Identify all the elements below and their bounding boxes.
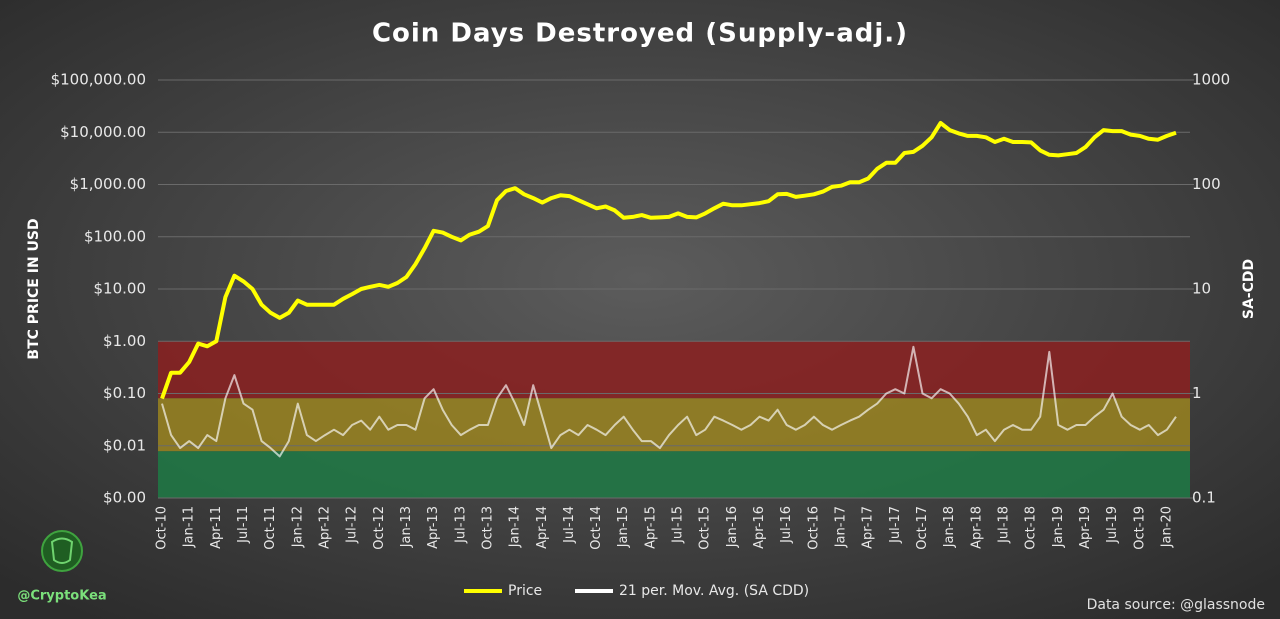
y-tick-label: $1.00 [103,332,146,350]
x-tick-label: Oct-17 [915,506,930,550]
logo [41,530,83,572]
y2-tick-label: 0.1 [1192,489,1216,507]
y2-axis-label: SA-CDD [1241,259,1257,319]
x-tick-label: Jan-19 [1051,506,1066,548]
x-tick-label: Oct-16 [806,506,821,550]
threshold-band [158,451,1190,498]
x-tick-label: Oct-14 [589,506,604,550]
y-tick-label: $0.10 [103,384,146,402]
x-tick-label: Jul-18 [996,506,1011,544]
x-tick-label: Jan-18 [942,506,957,548]
x-tick-label: Jan-12 [290,506,305,548]
x-tick-label: Apr-16 [752,506,767,549]
x-tick-label: Apr-11 [209,506,224,549]
y-tick-label: $100,000.00 [51,71,146,89]
legend: Price 21 per. Mov. Avg. (SA CDD) [464,583,809,599]
x-tick-label: Jan-17 [834,506,849,548]
logo-bird [50,537,74,564]
x-tick-label: Oct-11 [263,506,278,550]
logo-circle [41,530,83,572]
x-tick-label: Oct-10 [155,506,170,550]
x-tick-label: Jul-12 [345,506,360,544]
x-tick-label: Apr-14 [535,506,550,549]
x-tick-label: Oct-12 [372,506,387,550]
y2-tick-label: 100 [1192,175,1221,193]
x-tick-label: Jul-17 [888,506,903,544]
source-note: Data source: @glassnode [1087,597,1265,613]
x-tick-label: Jan-11 [182,506,197,548]
x-tick-label: Jul-11 [236,506,251,544]
x-tick-label: Jul-19 [1105,506,1120,544]
x-tick-label: Jan-13 [399,506,414,548]
y-tick-label: $10.00 [94,280,147,298]
x-tick-label: Oct-13 [480,506,495,550]
x-tick-label: Apr-12 [317,506,332,549]
x-tick-label: Jul-15 [671,506,686,544]
x-tick-label: Oct-19 [1132,506,1147,550]
y-tick-label: $100.00 [84,227,146,245]
y-tick-label: $1,000.00 [70,175,146,193]
y-tick-label: $0.01 [103,436,146,454]
x-tick-label: Apr-19 [1078,506,1093,549]
x-tick-label: Jan-14 [508,506,523,548]
x-tick-label: Apr-15 [643,506,658,549]
x-tick-label: Jul-16 [779,506,794,544]
x-tick-label: Jan-20 [1159,506,1174,548]
x-tick-label: Jul-14 [562,506,577,544]
y2-tick-label: 1000 [1192,71,1230,89]
y-tick-label: $0.00 [103,489,146,507]
legend-label: Price [508,583,542,599]
credit: @CryptoKea [17,589,106,604]
x-tick-label: Jan-15 [616,506,631,548]
x-tick-label: Jul-13 [453,506,468,544]
x-tick-label: Jan-16 [725,506,740,548]
series-line [160,121,1177,400]
threshold-band [158,398,1190,452]
y-tick-label: $10,000.00 [60,123,146,141]
threshold-band [158,341,1190,399]
chart-title: Coin Days Destroyed (Supply-adj.) [372,19,908,49]
series-line [161,345,1177,458]
legend-label: 21 per. Mov. Avg. (SA CDD) [619,583,809,599]
x-tick-label: Apr-13 [426,506,441,549]
y-axis-label: BTC PRICE IN USD [26,218,42,359]
x-tick-label: Apr-17 [861,506,876,549]
x-tick-label: Apr-18 [969,506,984,549]
y2-tick-label: 1 [1192,384,1202,402]
x-tick-label: Oct-18 [1024,506,1039,550]
y2-tick-label: 10 [1192,280,1211,298]
x-tick-label: Oct-15 [698,506,713,550]
